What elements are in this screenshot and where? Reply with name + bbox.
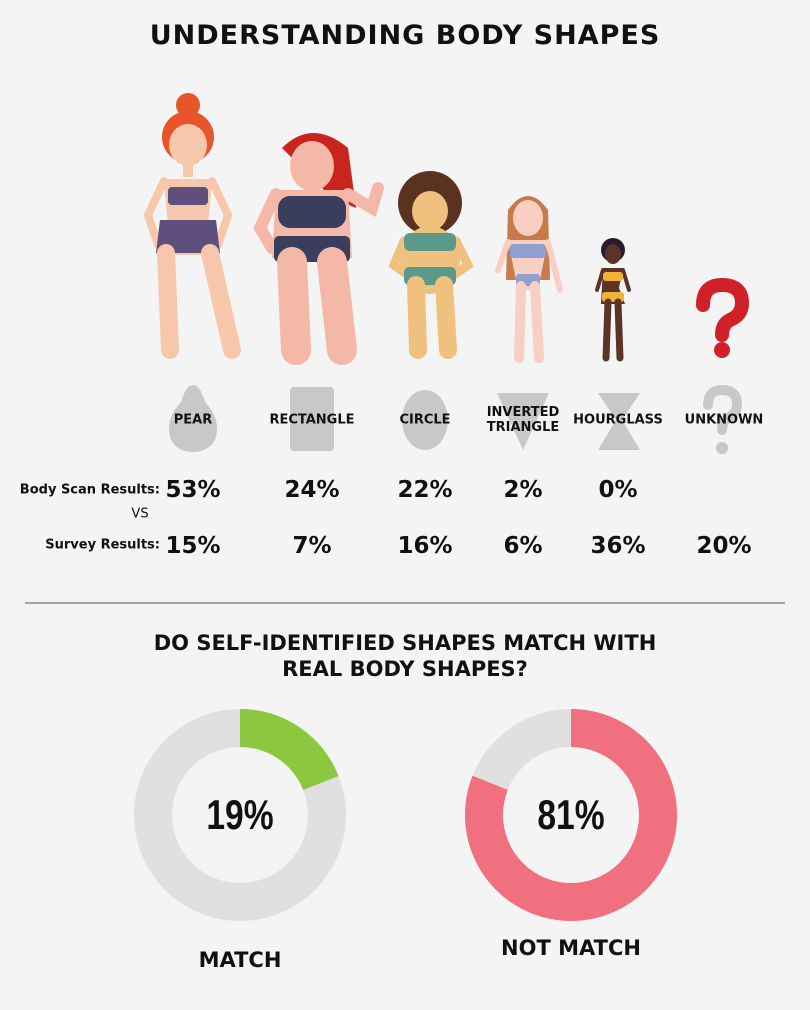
survey-value: 7% [292,533,332,559]
shape-name: HOURGLASS [573,412,663,428]
title: UNDERSTANDING BODY SHAPES [149,20,661,51]
body-scan-value: 0% [598,477,638,503]
donut-caption: MATCH [198,948,282,972]
row-label: Survey Results: [45,537,160,553]
survey-value: 6% [503,533,543,559]
shape-name: UNKNOWN [684,412,764,428]
survey-value: 20% [696,533,752,559]
row-label: Body Scan Results: [19,482,160,498]
body-scan-value: 24% [284,477,340,503]
body-scan-value: 2% [503,477,543,503]
survey-value: 36% [590,533,646,559]
donut-segment [465,709,677,921]
figure-inverted-triangle [495,196,563,363]
donut-label: 81% [537,791,605,838]
survey-value: 15% [165,533,221,559]
donut-caption: NOT MATCH [501,936,641,960]
shape-name: INVERTED TRIANGLE [486,405,560,435]
shape-icons [168,384,743,454]
figure-hourglass [595,238,631,362]
shape-name: RECTANGLE [269,412,355,428]
survey-value: 16% [397,533,453,559]
question-mark-red [696,277,750,358]
body-scan-value: 22% [397,477,453,503]
question: DO SELF-IDENTIFIED SHAPES MATCH WITH REA… [153,631,657,681]
shape-name: CIRCLE [399,412,451,428]
figure-pear [143,93,241,359]
body-scan-value: 53% [165,477,221,503]
figure-circle [388,171,474,359]
figure-rectangle [253,133,384,365]
shape-name: PEAR [173,412,213,428]
row-label: VS [131,506,149,522]
donut-label: 19% [206,791,274,838]
donut-segment [134,709,346,921]
